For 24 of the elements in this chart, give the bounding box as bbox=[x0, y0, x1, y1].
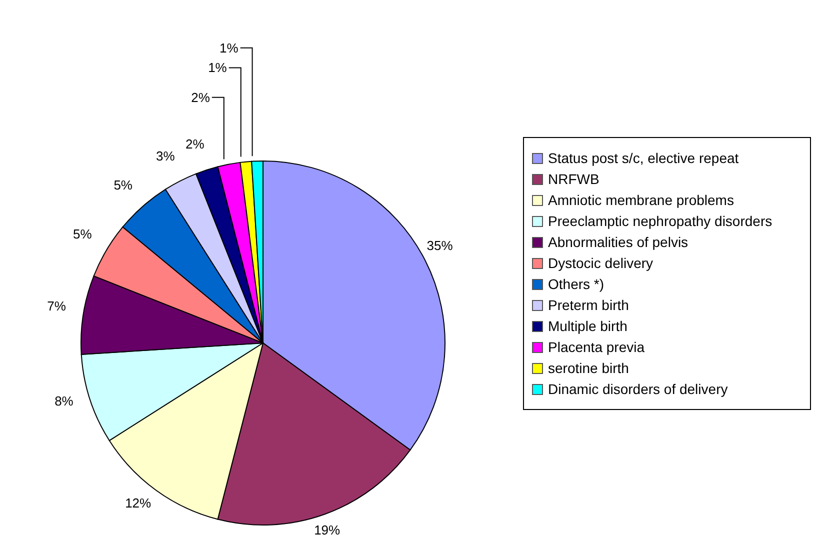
legend-label: Dinamic disorders of delivery bbox=[548, 380, 728, 398]
legend-label: Dystocic delivery bbox=[548, 254, 654, 272]
data-label: 2% bbox=[186, 136, 205, 152]
legend-label: Placenta previa bbox=[548, 338, 645, 356]
legend-label: Preterm birth bbox=[548, 296, 629, 314]
legend-label: Abnormalities of pelvis bbox=[548, 232, 688, 250]
legend-label: Multiple birth bbox=[548, 316, 628, 334]
legend-label: Others *) bbox=[548, 274, 604, 292]
legend-label: Status post s/c, elective repeat bbox=[548, 148, 739, 166]
data-label: 2% bbox=[191, 90, 210, 105]
data-label: 35% bbox=[426, 238, 454, 253]
data-label: 5% bbox=[73, 226, 92, 242]
data-label: 8% bbox=[54, 394, 74, 409]
data-label: 1% bbox=[219, 40, 239, 56]
legend-label: NRFWB bbox=[548, 170, 600, 188]
data-label: 1% bbox=[208, 60, 228, 76]
legend-label: Amniotic membrane problems bbox=[548, 190, 734, 208]
data-label: 19% bbox=[314, 522, 341, 538]
legend-label: Preeclamptic nephropathy disorders bbox=[548, 212, 772, 230]
legend-label: serotine birth bbox=[548, 358, 629, 376]
data-label: 3% bbox=[156, 148, 176, 164]
data-label: 7% bbox=[47, 298, 66, 314]
data-label: 12% bbox=[125, 496, 152, 511]
data-label: 5% bbox=[114, 177, 133, 192]
